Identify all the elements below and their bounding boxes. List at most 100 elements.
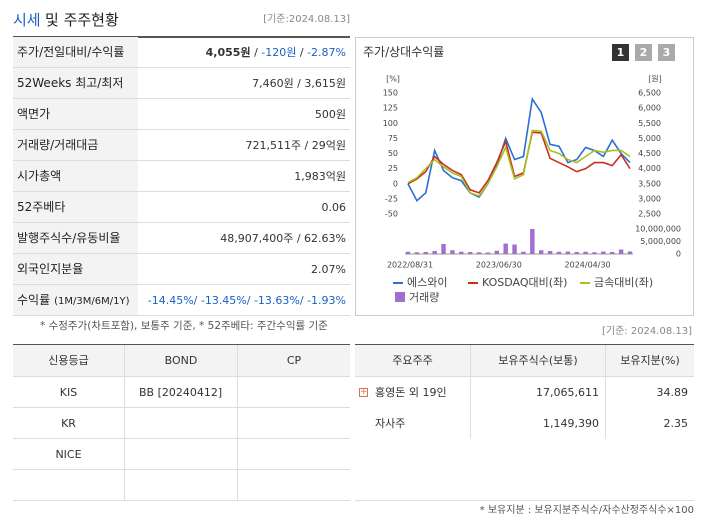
volume-bar xyxy=(547,251,553,254)
row-value-cell: 48,907,400주 / 62.63% xyxy=(138,223,350,254)
credit-cell xyxy=(124,408,237,439)
volume-bar xyxy=(459,251,464,254)
credit-header: 신용등급 xyxy=(48,354,89,367)
volume-tick-label: 0 xyxy=(676,250,681,259)
holder-value: 34.89 xyxy=(656,386,689,399)
volume-bar xyxy=(503,243,508,254)
row-label-sub: (1M/3M/6M/1Y) xyxy=(54,296,130,307)
credit-cell xyxy=(124,470,237,501)
y-tick-label: 100 xyxy=(383,119,398,128)
row-value-cell: 500원 xyxy=(138,99,350,130)
holder-value: 2.35 xyxy=(663,417,689,430)
row-value-cell: 721,511주 / 29억원 xyxy=(138,130,350,161)
row-value: 7,460원 / 3,615원 xyxy=(252,77,346,90)
row-value: 1,983억원 xyxy=(294,170,346,183)
holder-header: 보유주식수(보통) xyxy=(498,354,578,367)
line-series xyxy=(407,129,631,197)
y2-tick-label: 6,000 xyxy=(638,104,661,113)
row-value: -14.45%/ -13.45%/ -13.63%/ -1.93% xyxy=(147,294,346,307)
y-tick-label: 150 xyxy=(383,89,398,98)
row-value: / xyxy=(250,46,262,59)
volume-bar xyxy=(467,252,473,254)
holder-value: 1,149,390 xyxy=(543,417,599,430)
volume-tick-label: 10,000,000 xyxy=(635,225,681,234)
row-label-cell: 액면가 xyxy=(13,99,138,130)
holder-header-cell: 보유주식수(보통) xyxy=(470,345,605,377)
volume-tick-label: 5,000,000 xyxy=(640,237,681,246)
chart-button[interactable]: 2 xyxy=(635,44,652,61)
credit-cell xyxy=(237,470,350,501)
row-label: 52주베타 xyxy=(17,200,66,214)
y2-tick-label: 3,500 xyxy=(638,179,661,188)
credit-header: BOND xyxy=(164,354,198,367)
y-tick-label: 75 xyxy=(388,134,398,143)
credit-value: BB [20240412] xyxy=(139,386,223,399)
credit-cell xyxy=(237,377,350,408)
expand-icon[interactable]: + xyxy=(359,387,368,397)
chart-button[interactable]: 3 xyxy=(658,44,675,61)
volume-bar xyxy=(592,252,597,254)
row-label: 거래량/거래대금 xyxy=(17,138,99,152)
credit-cell: NICE xyxy=(13,439,124,470)
credit-cell xyxy=(124,439,237,470)
y-tick-label: 125 xyxy=(383,104,398,113)
row-label: 시가총액 xyxy=(17,169,62,183)
row-value-cell: 2.07% xyxy=(138,254,350,285)
header-date: [기준:2024.08.13] xyxy=(263,14,350,25)
volume-bar xyxy=(423,252,428,254)
holder-header-cell: 보유지분(%) xyxy=(605,345,694,377)
credit-value: KR xyxy=(61,417,76,430)
volume-bar xyxy=(494,250,500,254)
holder-cell: 17,065,611 xyxy=(470,377,605,408)
row-value-cell: -14.45%/ -13.45%/ -13.63%/ -1.93% xyxy=(138,285,350,316)
volume-bar xyxy=(610,252,615,254)
row-value: 2.07% xyxy=(311,263,346,276)
chart-panel xyxy=(355,37,694,316)
volume-bar xyxy=(538,250,544,254)
row-value: 721,511주 / 29억원 xyxy=(245,139,346,152)
volume-bar xyxy=(441,244,446,254)
x-tick-label: 2023/06/30 xyxy=(476,261,522,270)
holder-note: * 보유지분 : 보유지분주식수/자수산정주식수×100 xyxy=(479,505,694,516)
y2-tick-label: 4,000 xyxy=(638,164,661,173)
volume-bar xyxy=(530,229,535,254)
row-value-cell: 7,460원 / 3,615원 xyxy=(138,68,350,99)
volume-bar xyxy=(565,251,571,254)
volume-bar xyxy=(627,251,633,254)
row-value: -2.87% xyxy=(307,46,346,59)
volume-bar xyxy=(583,251,588,254)
y-tick-label: 50 xyxy=(388,149,398,158)
volume-bar xyxy=(450,250,455,254)
row-label-cell: 시가총액 xyxy=(13,161,138,192)
volume-bar xyxy=(601,251,606,254)
row-label: 액면가 xyxy=(17,107,51,121)
credit-cell: KR xyxy=(13,408,124,439)
legend-label: 에스와이 xyxy=(407,276,447,289)
y2-tick-label: 5,500 xyxy=(638,119,661,128)
holder-cell: 1,149,390 xyxy=(470,408,605,439)
credit-cell xyxy=(13,470,124,501)
y2-tick-label: 6,500 xyxy=(638,89,661,98)
y-tick-label: 25 xyxy=(388,164,398,173)
holder-header: 보유지분(%) xyxy=(620,354,680,367)
row-label-cell: 수익률 (1M/3M/6M/1Y) xyxy=(13,285,138,316)
credit-header-cell: 신용등급 xyxy=(13,345,124,377)
credit-side-border xyxy=(350,345,355,500)
row-label-cell: 52주베타 xyxy=(13,192,138,223)
holder-cell: 자사주 xyxy=(355,408,470,439)
row-value-cell: 0.06 xyxy=(138,192,350,223)
header-title-highlight: 시세 xyxy=(13,11,41,29)
row-label: 수익률 xyxy=(17,293,51,307)
quote-note: * 수정주가(차트포함), 보통주 기준, * 52주베타: 주간수익률 기준 xyxy=(40,320,328,332)
y2-axis-label: [원] xyxy=(648,75,662,84)
row-label-cell: 발행주식수/유동비율 xyxy=(13,223,138,254)
volume-bar xyxy=(476,252,482,254)
row-value: -120원 xyxy=(261,46,297,59)
legend-label: 거래량 xyxy=(409,291,439,304)
holder-value: 홍영돈 외 19인 xyxy=(375,386,447,399)
chart-button[interactable]: 1 xyxy=(612,44,629,61)
credit-cell xyxy=(237,439,350,470)
x-tick-label: 2022/08/31 xyxy=(387,261,433,270)
holder-cell: + 홍영돈 외 19인 xyxy=(355,377,470,408)
y-tick-label: -25 xyxy=(385,194,398,203)
